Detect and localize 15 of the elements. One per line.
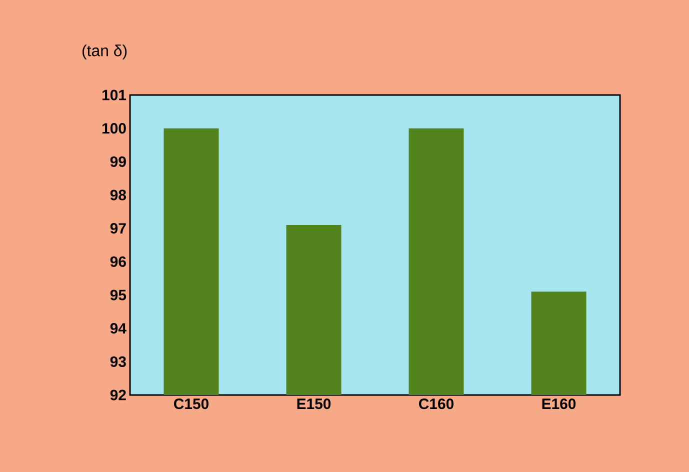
y-tick-label: 98 <box>110 190 126 200</box>
y-tick-label: 97 <box>110 223 126 234</box>
x-tick-label: E150 <box>297 398 331 410</box>
x-tick-label: C160 <box>419 398 454 410</box>
y-tick-label: 94 <box>110 323 126 334</box>
y-axis-title: (tan δ) <box>82 44 127 60</box>
y-tick-label: 100 <box>102 123 126 134</box>
y-tick-label: 99 <box>110 156 126 167</box>
x-tick-label: E160 <box>542 398 576 410</box>
y-tick-label: 92 <box>110 390 126 400</box>
y-tick-label: 93 <box>110 356 126 367</box>
y-tick-label: 96 <box>110 256 126 267</box>
y-tick-label: 95 <box>110 290 126 300</box>
y-tick-label: 101 <box>102 90 126 100</box>
x-tick-label: C150 <box>174 398 208 410</box>
